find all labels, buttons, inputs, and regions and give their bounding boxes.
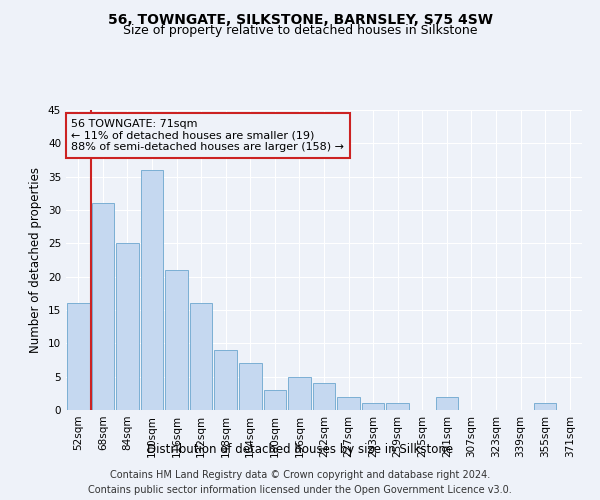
Text: Contains public sector information licensed under the Open Government Licence v3: Contains public sector information licen…: [88, 485, 512, 495]
Text: Contains HM Land Registry data © Crown copyright and database right 2024.: Contains HM Land Registry data © Crown c…: [110, 470, 490, 480]
Bar: [92, 204, 114, 410]
Text: Size of property relative to detached houses in Silkstone: Size of property relative to detached ho…: [123, 24, 477, 37]
Bar: [313, 384, 335, 410]
Text: 56, TOWNGATE, SILKSTONE, BARNSLEY, S75 4SW: 56, TOWNGATE, SILKSTONE, BARNSLEY, S75 4…: [107, 12, 493, 26]
Bar: [288, 376, 311, 410]
Bar: [436, 396, 458, 410]
Bar: [214, 350, 237, 410]
Bar: [386, 404, 409, 410]
Bar: [116, 244, 139, 410]
Bar: [263, 390, 286, 410]
Text: Distribution of detached houses by size in Silkstone: Distribution of detached houses by size …: [147, 444, 453, 456]
Text: 56 TOWNGATE: 71sqm
← 11% of detached houses are smaller (19)
88% of semi-detache: 56 TOWNGATE: 71sqm ← 11% of detached hou…: [71, 119, 344, 152]
Bar: [362, 404, 385, 410]
Bar: [190, 304, 212, 410]
Bar: [337, 396, 360, 410]
Bar: [140, 170, 163, 410]
Bar: [67, 304, 89, 410]
Y-axis label: Number of detached properties: Number of detached properties: [29, 167, 43, 353]
Bar: [165, 270, 188, 410]
Bar: [534, 404, 556, 410]
Bar: [239, 364, 262, 410]
